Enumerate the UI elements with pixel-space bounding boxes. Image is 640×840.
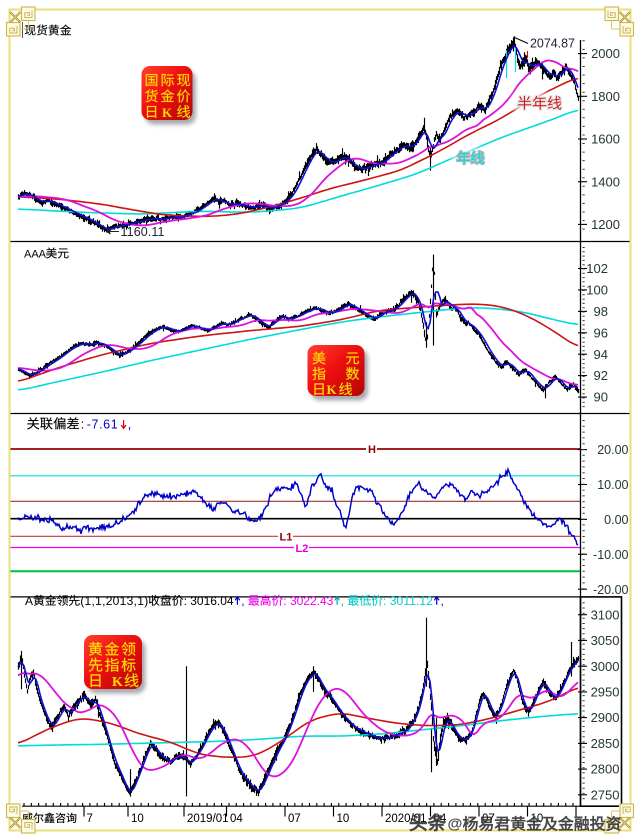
svg-text:,: , [441, 594, 444, 608]
svg-text:,: , [341, 594, 344, 608]
svg-text:102: 102 [586, 261, 608, 276]
svg-text:94: 94 [594, 347, 608, 362]
svg-text:2019/01: 2019/01 [187, 813, 229, 825]
svg-text:2750: 2750 [591, 787, 620, 802]
svg-text:3100: 3100 [591, 607, 620, 622]
svg-text:2950: 2950 [591, 685, 620, 700]
svg-text:100: 100 [586, 283, 608, 298]
svg-text:: 3022.43: : 3022.43 [283, 594, 333, 608]
svg-text:20.00: 20.00 [597, 443, 628, 457]
svg-text:,: , [128, 417, 131, 431]
svg-text:-7.61: -7.61 [87, 417, 118, 431]
svg-text:10.00: 10.00 [597, 478, 628, 492]
svg-text:: 3016.04: : 3016.04 [184, 594, 234, 608]
svg-text:L1: L1 [280, 531, 293, 543]
svg-text:-10.00: -10.00 [593, 548, 628, 562]
svg-text:@: @ [448, 816, 463, 833]
svg-text:0.00: 0.00 [604, 513, 628, 527]
svg-text:,: , [241, 594, 244, 608]
svg-text::: : [81, 417, 84, 431]
svg-text:1600: 1600 [591, 132, 620, 147]
svg-text:(1,1,2013,1): (1,1,2013,1) [80, 594, 148, 608]
svg-text:2900: 2900 [591, 710, 620, 725]
svg-text:90: 90 [594, 390, 608, 405]
svg-text:2074.87: 2074.87 [530, 37, 575, 51]
svg-text:07: 07 [288, 813, 301, 825]
svg-text:K: K [112, 675, 123, 690]
svg-text:10: 10 [337, 813, 350, 825]
svg-text:98: 98 [594, 304, 608, 319]
svg-text:1200: 1200 [591, 217, 620, 232]
svg-text:H: H [368, 444, 376, 456]
svg-text:1400: 1400 [591, 174, 620, 189]
svg-text:10: 10 [131, 813, 144, 825]
svg-text:1800: 1800 [591, 89, 620, 104]
svg-text:3050: 3050 [591, 633, 620, 648]
svg-text:04: 04 [230, 813, 243, 825]
svg-text:L2: L2 [296, 543, 309, 555]
svg-text:AAA: AAA [24, 249, 47, 261]
svg-text:A: A [25, 594, 33, 608]
svg-text:K: K [162, 105, 173, 120]
svg-text:3000: 3000 [591, 659, 620, 674]
svg-text:2800: 2800 [591, 762, 620, 777]
svg-text:K: K [327, 382, 338, 397]
svg-text:-20.00: -20.00 [593, 583, 628, 597]
svg-text:96: 96 [594, 325, 608, 340]
svg-text:2000: 2000 [591, 46, 620, 61]
svg-text:2850: 2850 [591, 736, 620, 751]
svg-text:1160.11: 1160.11 [121, 225, 165, 239]
svg-text:92: 92 [594, 368, 608, 383]
svg-text:7: 7 [87, 813, 93, 825]
svg-text:: 3011.12: : 3011.12 [383, 594, 433, 608]
